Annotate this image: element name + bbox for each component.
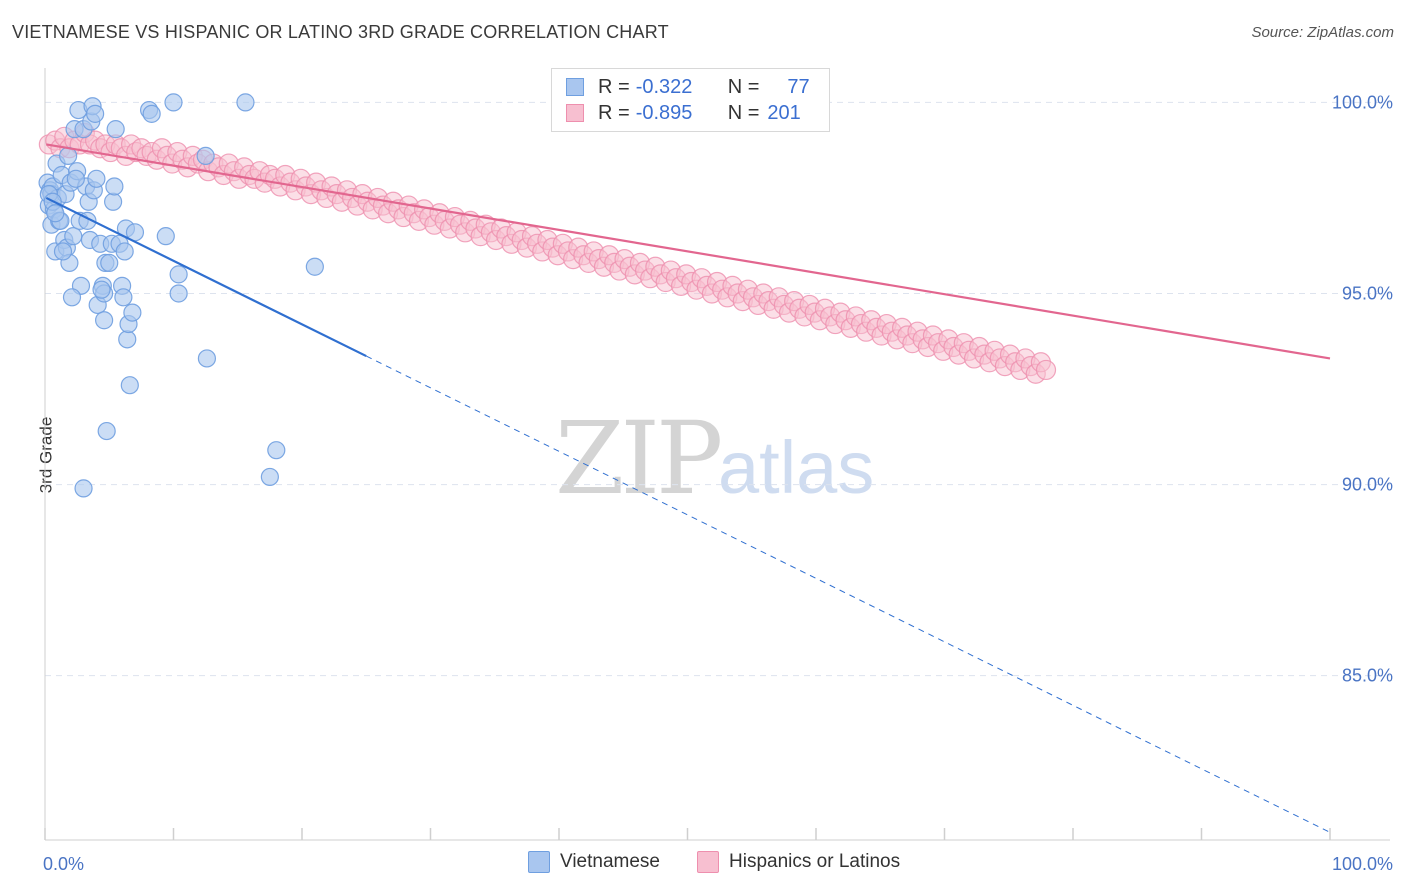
y-tick-label: 100.0%	[1332, 92, 1393, 112]
vietnamese-point	[118, 330, 137, 349]
y-tick-label: 90.0%	[1342, 475, 1393, 495]
vietnamese-point	[142, 104, 161, 123]
vietnamese-point	[92, 280, 111, 299]
vietnamese-point	[95, 311, 114, 330]
y-tick-label: 85.0%	[1342, 666, 1393, 686]
legend-row-vietnamese: R = -0.322 N = 77	[566, 75, 810, 99]
watermark-zip: ZIP	[555, 400, 723, 517]
vietnamese-point	[169, 284, 188, 303]
bottom-legend-vietnamese: Vietnamese	[528, 851, 660, 873]
bottom-legend-hispanic: Hispanics or Latinos	[697, 851, 900, 873]
vietnamese-trend-line	[45, 196, 367, 358]
source-label: Source: ZipAtlas.com	[1251, 24, 1394, 41]
vietnamese-point	[123, 303, 142, 322]
vietnamese-point	[104, 192, 123, 211]
vietnamese-point	[169, 265, 188, 284]
bottom-legend-swatch-vietnamese	[528, 851, 550, 873]
vietnamese-point	[305, 257, 324, 276]
vietnamese-point	[74, 479, 93, 498]
vietnamese-point	[197, 349, 217, 368]
vietnamese-point	[100, 253, 119, 273]
vietnamese-point	[120, 376, 139, 395]
vietnamese-point	[236, 93, 255, 112]
vietnamese-point	[62, 288, 82, 307]
legend-n-value: 201	[767, 101, 801, 124]
legend-r-value: -0.322	[635, 75, 693, 98]
vietnamese-point	[156, 227, 175, 246]
legend-row-hispanic: R = -0.895 N = 201	[566, 101, 801, 125]
correlation-legend: R = -0.322 N = 77 R = -0.895 N = 201	[551, 68, 830, 132]
x-tick-label: 0.0%	[43, 854, 84, 874]
vietnamese-point	[87, 169, 106, 188]
legend-n-label: N =	[727, 101, 760, 124]
vietnamese-trend-extension	[366, 355, 1331, 833]
vietnamese-point	[66, 169, 85, 188]
chart-title: VIETNAMESE VS HISPANIC OR LATINO 3RD GRA…	[12, 22, 669, 42]
vietnamese-point	[260, 467, 279, 487]
vietnamese-point	[106, 120, 125, 139]
legend-swatch-vietnamese	[566, 78, 584, 96]
bottom-legend-swatch-hispanic	[697, 851, 719, 873]
legend-n-value: 77	[787, 75, 810, 98]
vietnamese-point	[196, 146, 215, 166]
y-tick-label: 95.0%	[1342, 283, 1393, 303]
x-tick-label: 100.0%	[1332, 854, 1393, 874]
legend-r-label: R =	[598, 75, 630, 98]
vietnamese-point	[97, 421, 116, 441]
vietnamese-point	[105, 177, 124, 196]
vietnamese-point	[267, 441, 286, 460]
legend-n-label: N =	[727, 75, 760, 98]
vietnamese-point	[164, 93, 183, 112]
vietnamese-point	[86, 104, 105, 123]
legend-r-value: -0.895	[635, 101, 693, 124]
vietnamese-point	[115, 242, 134, 261]
watermark-atlas: atlas	[718, 426, 875, 509]
vietnamese-point	[53, 242, 73, 261]
vietnamese-point	[114, 288, 133, 307]
bottom-legend-label-hispanic: Hispanics or Latinos	[729, 851, 901, 872]
legend-r-label: R =	[598, 101, 630, 124]
legend-swatch-hispanic	[566, 104, 584, 122]
hispanic-point	[1035, 359, 1057, 381]
vietnamese-point	[46, 204, 65, 223]
vietnamese-point	[64, 227, 83, 246]
hispanic-trend-line	[46, 143, 1331, 360]
bottom-legend-label-vietnamese: Vietnamese	[560, 851, 660, 872]
